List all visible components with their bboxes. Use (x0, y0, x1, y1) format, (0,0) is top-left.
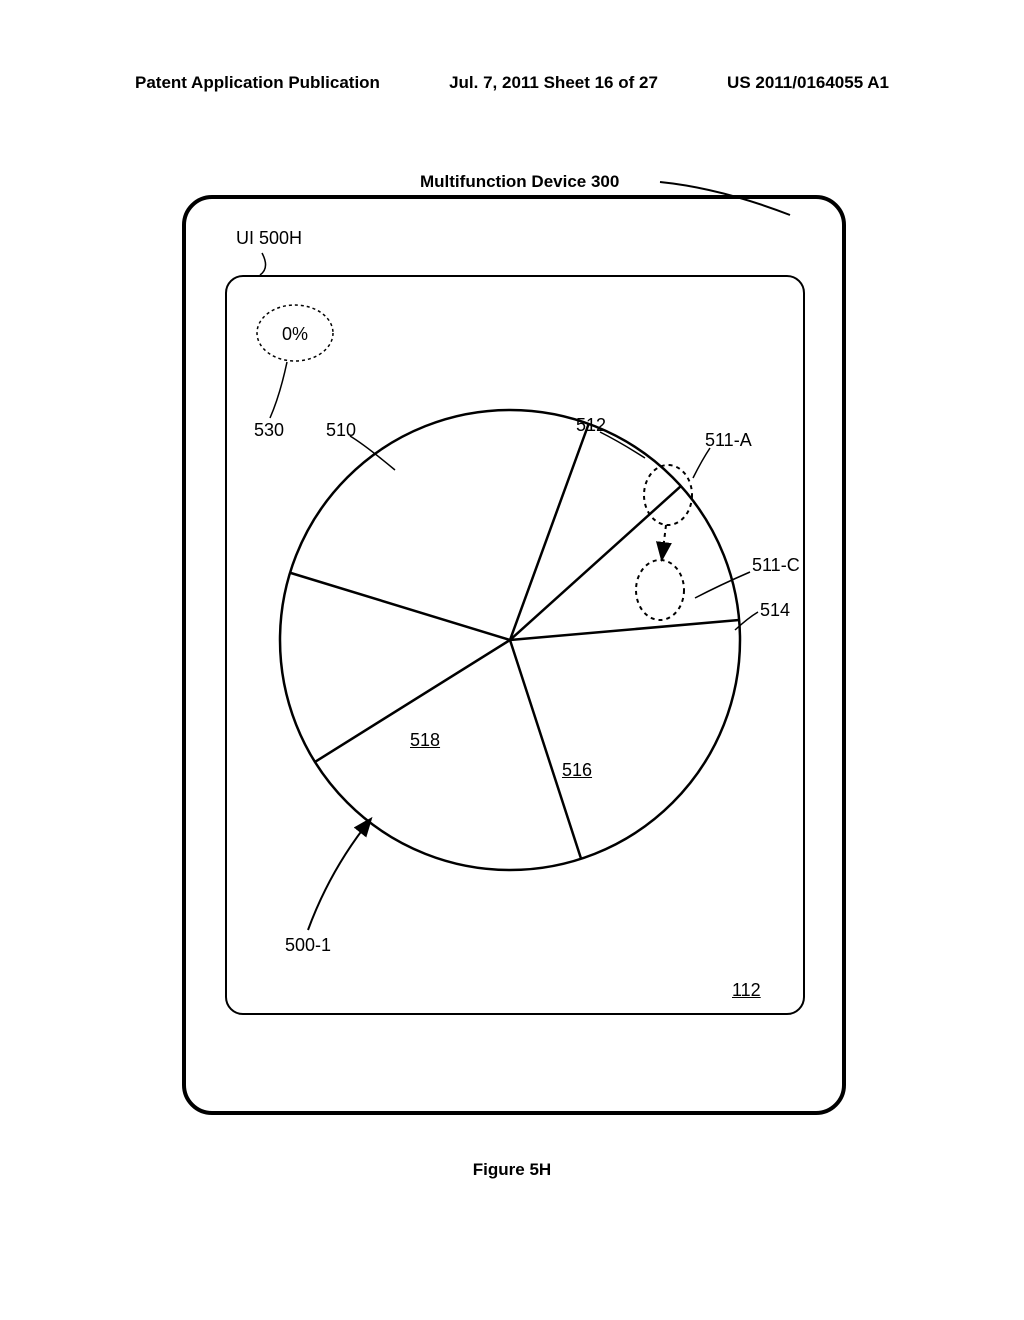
figure-caption: Figure 5H (0, 1160, 1024, 1180)
touch-point-c (636, 560, 684, 620)
diagram-svg: 0% (0, 0, 1024, 1320)
gesture-arrow (662, 525, 666, 558)
badge-text: 0% (282, 324, 308, 344)
